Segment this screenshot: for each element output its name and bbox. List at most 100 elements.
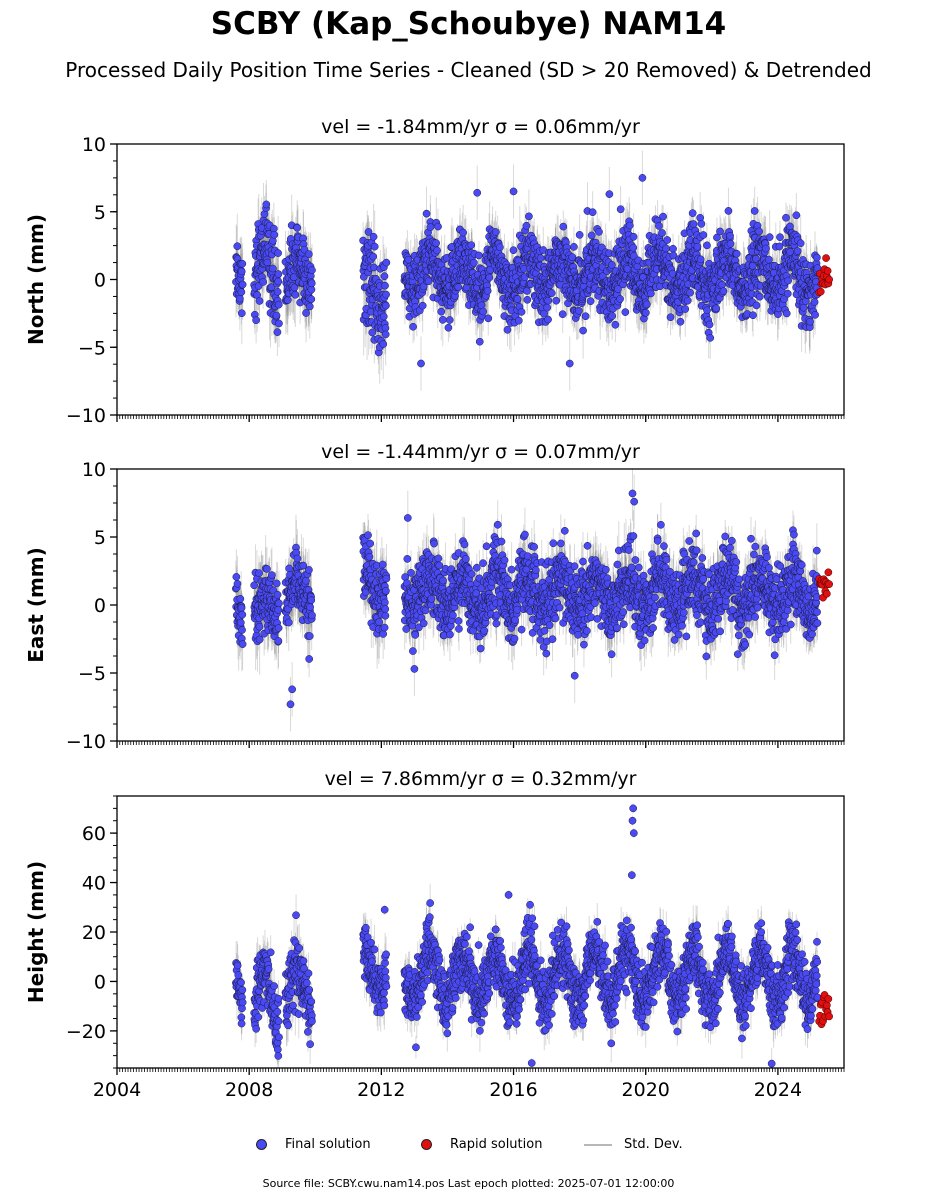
final-point	[699, 231, 708, 239]
final-point	[305, 302, 314, 311]
final-point	[782, 309, 791, 318]
final-point	[417, 359, 425, 368]
final-point	[579, 326, 587, 335]
final-point	[445, 316, 454, 324]
final-point	[713, 233, 721, 242]
final-point	[642, 300, 651, 309]
final-point	[536, 254, 545, 262]
final-point	[432, 239, 440, 247]
final-point	[616, 205, 625, 214]
final-point	[274, 249, 282, 257]
final-point	[514, 316, 523, 325]
final-point	[755, 292, 764, 301]
final-point	[755, 227, 763, 236]
final-point	[379, 340, 388, 348]
final-point	[307, 279, 316, 288]
final-point	[454, 283, 463, 291]
final-point	[543, 303, 551, 312]
final-point	[503, 325, 512, 334]
final-point	[732, 249, 741, 258]
final-point	[409, 322, 417, 331]
final-point	[364, 228, 373, 236]
y-tick-label: −10	[66, 405, 106, 427]
final-point	[238, 280, 247, 289]
final-point	[662, 244, 670, 253]
final-point	[629, 243, 638, 252]
final-point	[438, 315, 447, 324]
final-point	[696, 255, 705, 264]
final-point	[681, 305, 690, 313]
final-point	[379, 312, 388, 321]
final-point	[381, 281, 389, 290]
final-point	[588, 208, 597, 217]
final-point	[444, 323, 453, 332]
final-point	[726, 239, 735, 248]
final-point	[467, 241, 476, 250]
final-point	[686, 288, 694, 297]
final-point	[706, 334, 715, 342]
final-point	[267, 283, 276, 292]
final-point	[608, 312, 617, 320]
final-point	[752, 301, 761, 310]
final-point	[274, 300, 283, 309]
final-point	[370, 242, 379, 251]
final-point	[719, 287, 728, 296]
final-point	[813, 253, 821, 262]
final-point	[642, 308, 650, 317]
chart-title: SCBY (Kap_Schoubye) NAM14	[210, 6, 727, 42]
final-point	[237, 288, 246, 296]
final-point	[688, 209, 697, 218]
final-point	[705, 320, 714, 329]
final-point	[291, 290, 300, 299]
final-point	[525, 212, 533, 221]
final-point	[669, 251, 678, 260]
rapid-point	[816, 287, 825, 296]
rapid-point	[823, 266, 832, 275]
final-point	[765, 233, 774, 241]
final-point	[793, 247, 802, 255]
final-point	[697, 219, 706, 228]
final-point	[782, 213, 790, 222]
final-point	[275, 319, 283, 328]
final-point	[269, 264, 277, 273]
final-point	[666, 313, 675, 322]
final-point	[469, 258, 478, 267]
final-point	[570, 243, 578, 251]
final-point	[703, 306, 711, 315]
final-point	[616, 295, 624, 303]
final-point	[422, 209, 431, 218]
final-point	[382, 258, 391, 267]
final-point	[473, 188, 482, 197]
final-point	[669, 244, 677, 253]
final-point	[749, 311, 757, 320]
final-point	[369, 232, 378, 241]
final-point	[307, 295, 316, 304]
final-point	[799, 303, 808, 312]
final-point	[587, 231, 596, 240]
final-point	[796, 239, 805, 248]
chart-subtitle: Processed Daily Position Time Series - C…	[65, 58, 872, 82]
final-point	[586, 297, 595, 306]
final-point	[272, 311, 281, 320]
final-point	[581, 312, 590, 321]
final-point	[475, 251, 483, 260]
final-point	[236, 294, 244, 303]
final-point	[238, 259, 247, 268]
final-point	[369, 252, 378, 261]
final-point	[419, 282, 428, 291]
final-point	[274, 277, 283, 286]
final-point	[259, 278, 268, 286]
final-point	[483, 287, 492, 295]
final-point	[659, 212, 667, 221]
final-point	[658, 229, 666, 237]
final-point	[283, 296, 292, 304]
final-point	[712, 304, 721, 313]
final-point	[568, 253, 577, 262]
y-tick-label: −5	[78, 337, 106, 359]
final-point	[625, 221, 634, 230]
final-point	[484, 314, 493, 323]
final-point	[437, 307, 446, 316]
final-point	[522, 221, 531, 230]
rapid-point	[825, 275, 833, 284]
final-point	[784, 276, 792, 285]
